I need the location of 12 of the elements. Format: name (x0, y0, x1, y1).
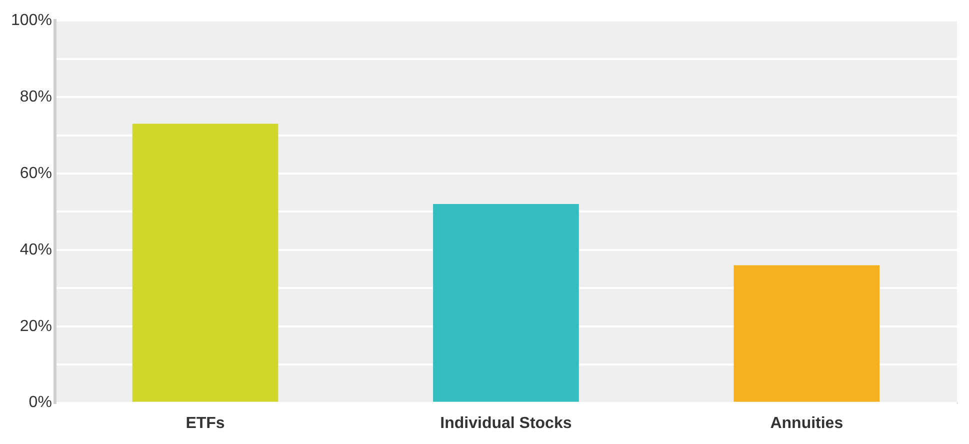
y-tick-label: 80% (20, 88, 52, 106)
x-tick-label: Individual Stocks (440, 414, 572, 432)
bar (433, 204, 579, 402)
y-tick-label: 60% (20, 164, 52, 182)
y-tick-label: 40% (20, 241, 52, 258)
x-tick-label: Annuities (770, 414, 844, 432)
x-tick-label: ETFs (186, 414, 225, 432)
y-tick-label: 0% (28, 394, 52, 412)
y-tick-label: 100% (11, 12, 52, 30)
bar (132, 124, 278, 402)
bar (734, 265, 880, 402)
y-tick-label: 20% (20, 318, 52, 335)
